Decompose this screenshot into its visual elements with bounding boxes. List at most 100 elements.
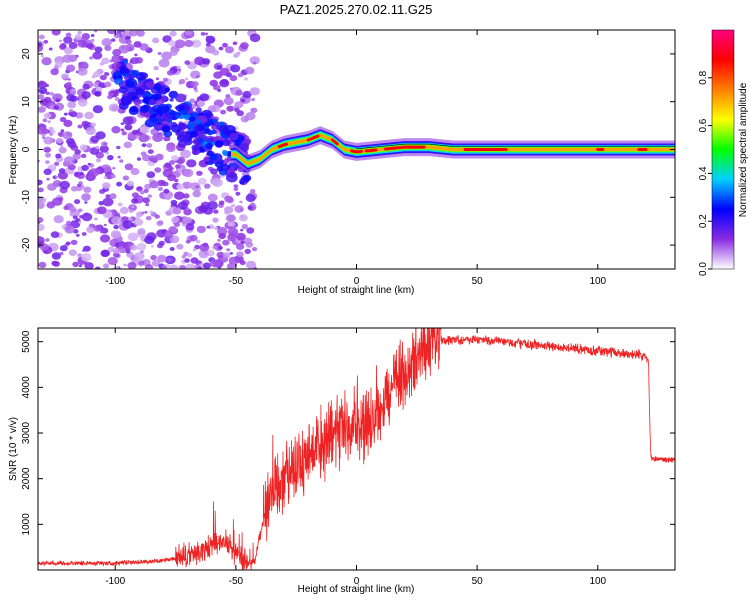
spectral-speckle xyxy=(134,53,138,57)
spectral-speckle xyxy=(213,209,219,214)
spectral-speckle xyxy=(57,197,64,202)
spectral-speckle xyxy=(68,109,74,113)
spectral-speckle xyxy=(45,91,50,96)
spectral-speckle xyxy=(135,216,140,220)
spectral-speckle xyxy=(122,175,130,181)
spectral-speckle xyxy=(110,230,122,239)
spectral-speckle xyxy=(121,131,127,136)
spectral-speckle xyxy=(72,152,82,160)
spectral-speckle xyxy=(136,243,147,251)
spectral-speckle xyxy=(240,240,245,245)
spectral-speckle xyxy=(98,201,104,206)
spectral-speckle xyxy=(180,109,188,116)
spectral-speckle xyxy=(53,105,59,110)
spectral-speckle xyxy=(147,149,154,155)
spectral-speckle xyxy=(38,126,47,135)
spectral-speckle xyxy=(72,215,78,220)
spectral-speckle xyxy=(38,81,47,89)
snr-background xyxy=(38,328,675,570)
spectral-speckle xyxy=(158,240,165,246)
spectral-speckle xyxy=(103,263,110,269)
spectral-speckle xyxy=(114,96,120,101)
spectral-speckle xyxy=(113,32,121,39)
top-x-axis: -100 -50 0 50 100 xyxy=(105,30,607,287)
spectral-speckle xyxy=(67,101,77,109)
spectral-speckle xyxy=(77,30,82,35)
spectral-speckle xyxy=(95,158,102,163)
spectral-speckle xyxy=(47,183,57,191)
spectral-speckle xyxy=(122,116,134,125)
spectral-speckle xyxy=(174,191,185,200)
spectral-speckle xyxy=(245,66,255,75)
spectral-speckle xyxy=(104,45,112,51)
spectral-speckle xyxy=(152,37,160,44)
spectral-speckle xyxy=(153,66,159,71)
spectral-speckle xyxy=(86,226,95,233)
top-y-tick-label: 10 xyxy=(21,96,32,108)
spectral-speckle xyxy=(57,171,68,180)
ridge-peak xyxy=(350,149,363,154)
spectral-speckle xyxy=(83,186,92,193)
spectral-speckle xyxy=(99,229,105,234)
spectral-speckle xyxy=(230,204,236,208)
spectral-speckle xyxy=(249,56,260,65)
spectral-speckle xyxy=(149,210,154,214)
spectral-speckle xyxy=(63,112,68,116)
spectral-speckle xyxy=(65,241,71,246)
spectral-speckle xyxy=(90,122,97,128)
spectral-speckle xyxy=(112,48,122,57)
spectral-speckle xyxy=(78,264,83,268)
spectral-speckle xyxy=(93,225,102,232)
spectral-speckle xyxy=(207,224,215,230)
spectral-speckle xyxy=(245,260,257,269)
spectral-speckle xyxy=(127,232,139,242)
spectral-speckle xyxy=(103,223,107,227)
spectral-speckle xyxy=(50,68,59,76)
spectral-speckle xyxy=(52,93,63,102)
spectral-speckle xyxy=(210,168,218,175)
spectral-speckle xyxy=(68,111,73,116)
spectral-speckle xyxy=(125,249,131,254)
spectral-speckle xyxy=(184,60,191,65)
colorbar-axis: 0.0 0.2 0.4 0.6 0.8 xyxy=(698,29,735,276)
spectral-speckle xyxy=(138,133,150,143)
spectral-speckle xyxy=(38,179,43,186)
spectral-speckle xyxy=(78,220,82,224)
spectral-speckle xyxy=(50,231,60,239)
ridge-peak xyxy=(306,134,320,142)
spectral-speckle xyxy=(60,42,67,49)
spectral-speckle xyxy=(120,122,125,125)
spectral-speckle xyxy=(225,214,236,223)
spectral-speckle xyxy=(216,251,225,259)
bottom-x-tick-label: 0 xyxy=(354,576,360,587)
spectral-speckle xyxy=(177,123,186,130)
spectral-speckle xyxy=(206,150,214,157)
spectral-speckle xyxy=(63,156,75,165)
spectral-speckle xyxy=(162,35,172,43)
spectral-speckle xyxy=(136,157,142,161)
spectral-speckle xyxy=(188,182,193,186)
spectral-speckle xyxy=(212,118,218,123)
spectral-speckle xyxy=(103,142,108,146)
spectral-speckle xyxy=(84,201,88,204)
spectral-speckle xyxy=(118,44,130,54)
spectral-speckle xyxy=(206,139,211,143)
spectral-speckle xyxy=(232,41,238,46)
spectral-speckle xyxy=(204,125,209,129)
spectral-speckle xyxy=(146,93,151,98)
spectral-speckle xyxy=(203,262,211,269)
spectral-speckle xyxy=(109,193,117,200)
spectral-speckle xyxy=(240,42,249,50)
top-y-axis: 20 10 0 -10 -20 xyxy=(21,48,675,252)
spectral-speckle xyxy=(144,264,154,269)
spectral-speckle xyxy=(181,254,187,259)
spectral-speckle xyxy=(66,94,76,102)
spectral-speckle xyxy=(139,72,149,79)
spectral-speckle xyxy=(122,220,134,229)
snr-plot xyxy=(38,328,675,570)
bottom-x-tick-label: -100 xyxy=(105,576,125,587)
spectral-speckle xyxy=(166,257,173,263)
bottom-x-axis-label: Height of straight line (km) xyxy=(298,584,415,595)
spectral-speckle xyxy=(219,79,230,88)
spectral-speckle xyxy=(119,159,124,163)
